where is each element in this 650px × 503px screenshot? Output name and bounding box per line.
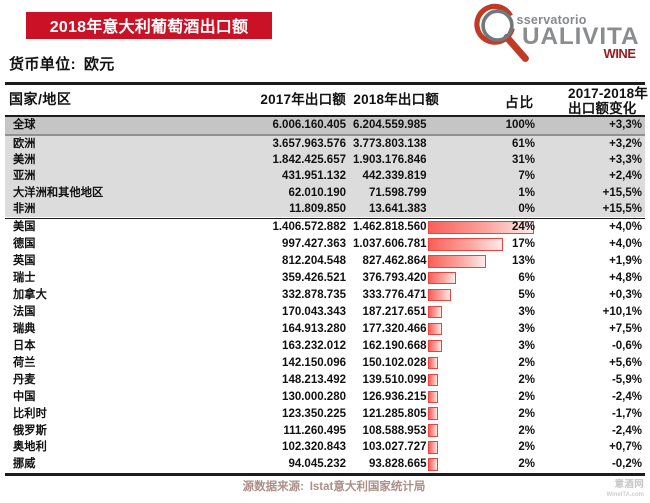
svg-text:WINE: WINE xyxy=(604,46,637,61)
svg-text:sservatorio: sservatorio xyxy=(517,13,587,27)
svg-text:UALIVITA: UALIVITA xyxy=(522,23,639,50)
